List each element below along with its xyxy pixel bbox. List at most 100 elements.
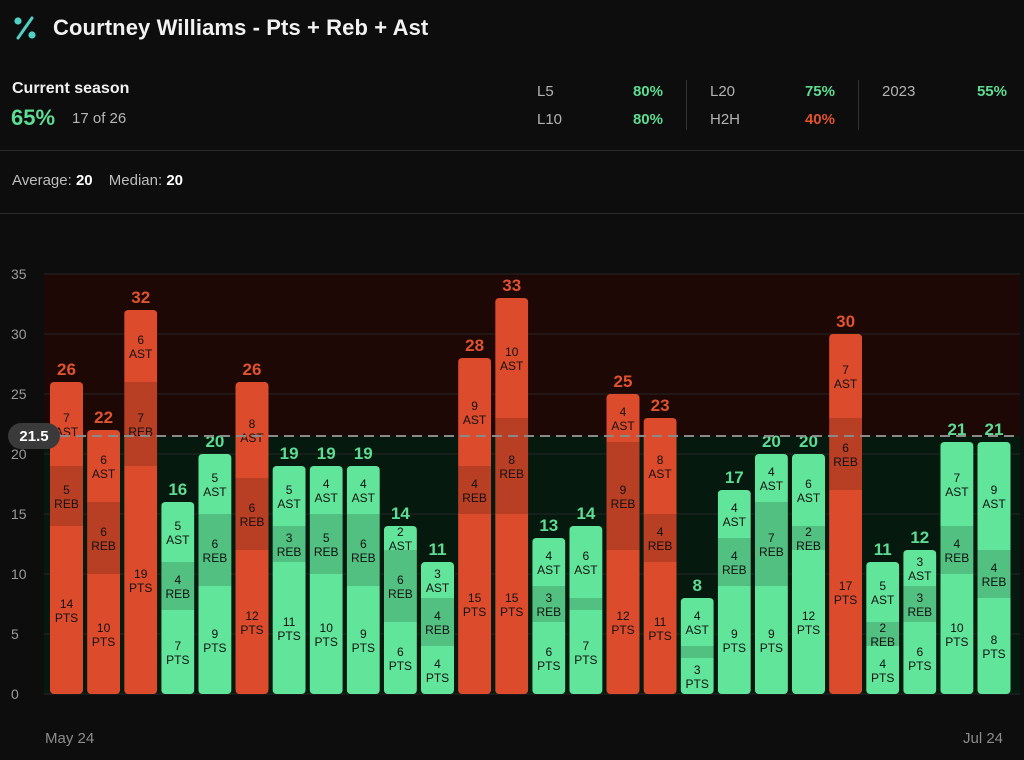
game-bar: 7 PTS 4 REB 5 AST	[161, 502, 195, 694]
y-tick-label: 20	[11, 446, 27, 462]
bar-total-label: 32	[131, 288, 150, 307]
ast-segment-label: 7 AST	[945, 471, 969, 499]
reb-segment-label: 2 REB	[870, 621, 895, 649]
game-bar: 10 PTS 4 REB 7 AST	[940, 442, 974, 694]
ast-segment-label: 5 AST	[166, 519, 190, 547]
y-tick-label: 35	[11, 266, 27, 282]
bar-total-label: 19	[354, 444, 373, 463]
pts-segment-label: 12 PTS	[240, 609, 263, 637]
reb-segment	[309, 514, 343, 574]
bar-total-label: 12	[910, 528, 929, 547]
bar-body	[829, 334, 863, 694]
bar-total-label: 33	[502, 276, 521, 295]
bar-total-label: 11	[874, 540, 892, 559]
pts-segment-label: 4 PTS	[871, 657, 894, 685]
game-bar: 15 PTS 8 REB 10 AST	[495, 298, 529, 694]
reb-segment	[346, 514, 380, 586]
reb-segment-label: 5 REB	[54, 483, 79, 511]
pts-segment-label: 12 PTS	[797, 609, 820, 637]
bar-body	[309, 466, 343, 694]
median-value: 20	[166, 172, 184, 189]
reb-segment	[124, 382, 158, 466]
reb-segment-label: 4 REB	[945, 537, 970, 565]
bar-body	[643, 418, 677, 694]
reb-segment	[680, 646, 714, 658]
reb-segment-label: 3 REB	[536, 591, 561, 619]
reb-segment	[717, 538, 751, 586]
reb-segment	[198, 514, 232, 586]
reb-segment-label: 4 REB	[425, 609, 450, 637]
ast-segment-label: 4 AST	[352, 477, 376, 505]
reb-segment	[569, 598, 603, 610]
pts-segment-label: 7 PTS	[166, 639, 189, 667]
reb-segment	[161, 562, 195, 610]
bar-body	[903, 550, 937, 694]
bar-total-label: 19	[280, 444, 299, 463]
bar-body	[272, 466, 306, 694]
y-tick-label: 25	[11, 386, 27, 402]
stat-label-l20: L20	[710, 83, 736, 100]
ast-segment-label: 6 AST	[92, 453, 116, 481]
reb-segment-label: 6 REB	[833, 441, 858, 469]
game-bar: 11 PTS 3 REB 5 AST	[272, 466, 306, 694]
game-bar: 4 PTS 2 REB 5 AST	[866, 562, 900, 694]
ast-segment-label: 8 AST	[240, 417, 264, 445]
pts-segment-label: 11 PTS	[648, 615, 671, 643]
pts-segment-label: 10 PTS	[92, 621, 115, 649]
pts-segment-label: 19 PTS	[129, 567, 152, 595]
ast-segment-label: 10 AST	[500, 345, 524, 373]
reb-segment	[272, 526, 306, 562]
y-tick-label: 15	[11, 506, 27, 522]
game-bar: 12 PTS 6 REB 8 AST	[235, 382, 269, 694]
reb-segment-label: 6 REB	[240, 501, 265, 529]
x-start-label: May 24	[45, 730, 95, 747]
stat-divider	[858, 80, 859, 130]
ast-segment-label: 4 AST	[723, 501, 747, 529]
percent-icon	[14, 16, 36, 40]
reb-segment-label: 7 REB	[759, 531, 784, 559]
bar-body	[198, 454, 232, 694]
ast-segment-label: 6 AST	[129, 333, 153, 361]
bar-total-label: 26	[243, 360, 262, 379]
ast-segment-label: 2 AST	[389, 525, 413, 553]
over-zone	[44, 274, 1020, 436]
reb-segment-label: 4 REB	[648, 525, 673, 553]
bar-total-label: 8	[692, 576, 701, 595]
reb-segment-label: 5 REB	[314, 531, 339, 559]
bar-total-label: 17	[725, 468, 744, 487]
stat-divider	[686, 80, 687, 130]
stat-label-l10: L10	[537, 111, 563, 128]
pts-segment-label: 9 PTS	[723, 627, 746, 655]
pts-segment-label: 12 PTS	[611, 609, 634, 637]
bar-body	[717, 490, 751, 694]
game-bar: 6 PTS 3 REB 4 AST	[532, 538, 566, 694]
ast-segment-label: 4 AST	[686, 609, 710, 637]
bar-total-label: 16	[168, 480, 187, 499]
pts-segment-label: 14 PTS	[55, 597, 78, 625]
ast-segment-label: 4 AST	[760, 465, 784, 493]
game-bar: 9 PTS 4 REB 4 AST	[717, 490, 751, 694]
bar-total-label: 21	[985, 420, 1004, 439]
average-label: Average:	[12, 172, 72, 189]
game-bar: 6 PTS 3 REB 3 AST	[903, 550, 937, 694]
x-end-label: Jul 24	[963, 730, 1004, 747]
reb-segment	[940, 526, 974, 574]
stat-value-2023: 55%	[976, 83, 1007, 100]
bar-total-label: 19	[317, 444, 336, 463]
stat-value-l5: 80%	[632, 83, 663, 100]
ast-segment-label: 5 AST	[277, 483, 301, 511]
y-tick-label: 0	[11, 686, 19, 702]
season-label: Current season	[12, 80, 130, 97]
bar-body	[569, 526, 603, 694]
ast-segment-label: 6 AST	[574, 549, 598, 577]
bar-body	[792, 454, 825, 694]
ast-segment-label: 7 AST	[834, 363, 858, 391]
bar-total-label: 21	[947, 420, 966, 439]
bar-total-label: 26	[57, 360, 76, 379]
pts-segment-label: 7 PTS	[574, 639, 597, 667]
game-log-chart: 0 5 10 15 20 25 30 35 14 PTS 5 REB 7 AST 26 10 PTS 6 REB 6 A…	[8, 266, 1020, 702]
reb-segment	[866, 622, 900, 646]
reb-segment	[532, 586, 566, 622]
reb-segment	[754, 502, 788, 586]
